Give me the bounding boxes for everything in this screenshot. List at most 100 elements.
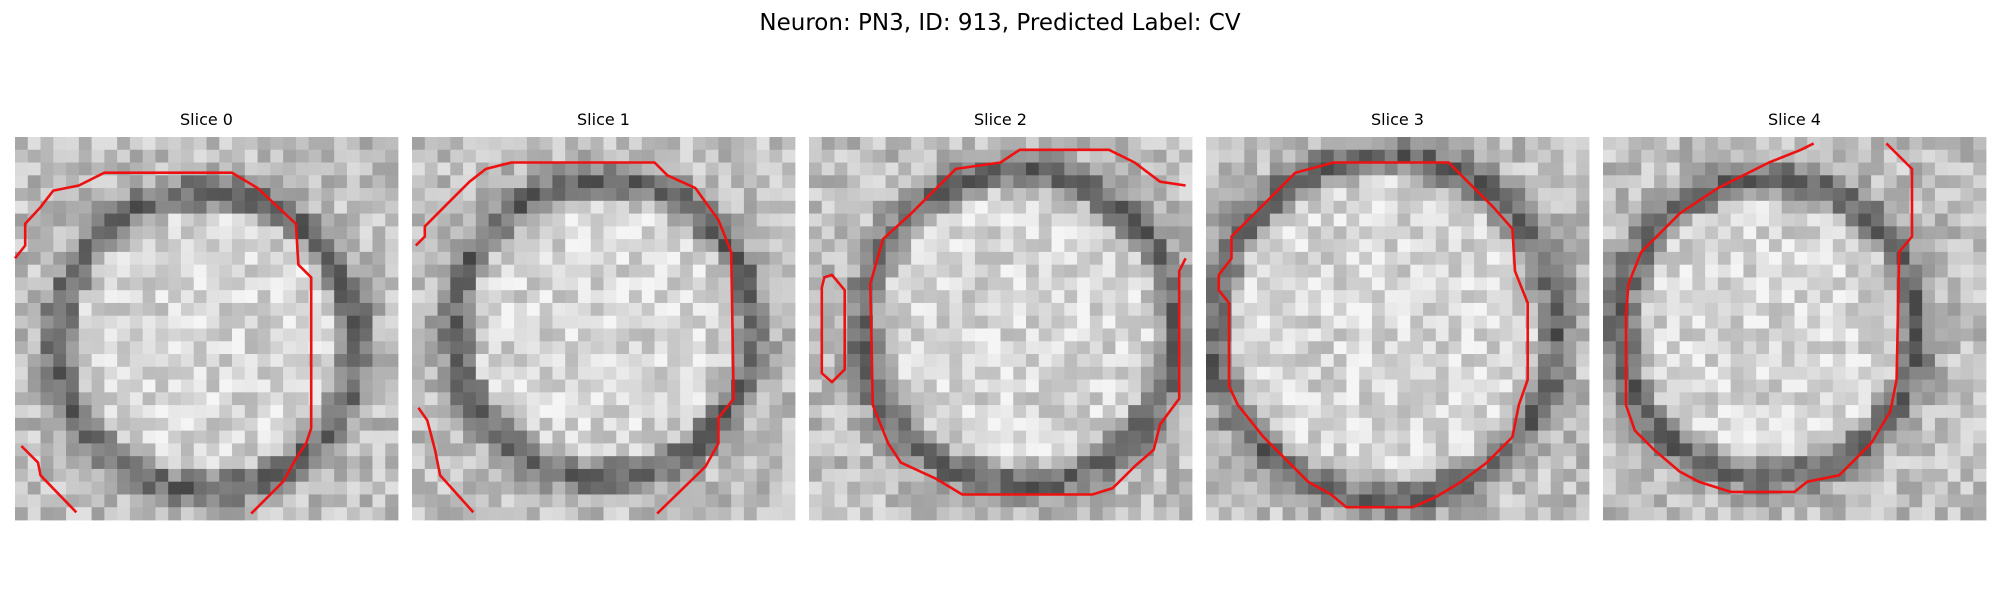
pixel xyxy=(295,175,310,189)
contour xyxy=(13,171,313,515)
pixel xyxy=(270,277,284,291)
pixel xyxy=(283,507,297,521)
pixel xyxy=(603,341,617,355)
pixel xyxy=(66,468,80,483)
pixel xyxy=(1474,251,1488,266)
pixel xyxy=(1807,366,1821,380)
pixel xyxy=(372,443,386,457)
pixel xyxy=(488,430,502,444)
pixel xyxy=(359,405,373,419)
pixel xyxy=(1128,188,1142,202)
pixel xyxy=(1128,443,1142,457)
pixel xyxy=(987,456,1001,470)
pixel xyxy=(885,302,899,317)
pixel xyxy=(1845,468,1859,483)
pixel xyxy=(1371,405,1386,419)
pixel xyxy=(782,175,796,189)
pixel xyxy=(514,239,528,253)
pixel xyxy=(78,379,92,393)
pixel xyxy=(743,226,758,240)
pixel xyxy=(1858,175,1872,189)
pixel xyxy=(1320,507,1335,521)
pixel xyxy=(1896,188,1910,202)
pixel xyxy=(488,341,502,355)
pixel xyxy=(1973,468,1987,483)
pixel xyxy=(1705,443,1719,457)
pixel xyxy=(860,175,874,189)
pixel xyxy=(1717,188,1732,202)
pixel xyxy=(1705,162,1719,176)
pixel xyxy=(117,443,131,457)
pixel xyxy=(308,456,322,470)
pixel xyxy=(475,443,489,457)
pixel xyxy=(91,226,105,240)
pixel xyxy=(488,443,502,457)
pixel xyxy=(1858,315,1872,329)
pixel xyxy=(1922,315,1936,329)
pixel xyxy=(412,251,426,266)
pixel xyxy=(1550,290,1564,304)
pixel xyxy=(718,392,732,406)
pixel xyxy=(1576,392,1590,406)
pixel xyxy=(962,328,976,342)
pixel xyxy=(1333,481,1347,495)
pixel xyxy=(1705,226,1719,240)
pixel xyxy=(1807,149,1821,163)
pixel xyxy=(283,264,297,278)
pixel xyxy=(424,341,438,355)
pixel xyxy=(1615,264,1629,278)
pixel xyxy=(1269,149,1283,163)
pixel xyxy=(104,213,118,227)
pixel xyxy=(40,302,54,317)
pixel xyxy=(1525,213,1539,227)
pixel xyxy=(1486,354,1501,368)
pixel xyxy=(769,239,783,253)
pixel xyxy=(1461,251,1475,266)
pixel xyxy=(1871,149,1885,163)
pixel xyxy=(488,290,502,304)
pixel xyxy=(1474,354,1488,368)
pixel xyxy=(629,213,643,227)
pixel xyxy=(641,456,655,470)
pixel xyxy=(1435,162,1449,176)
pixel xyxy=(962,494,976,508)
pixel xyxy=(629,430,643,444)
pixel xyxy=(1397,456,1411,470)
pixel xyxy=(1756,149,1770,163)
pixel xyxy=(1064,341,1078,355)
pixel xyxy=(142,507,156,521)
pixel xyxy=(66,481,80,495)
pixel xyxy=(1038,328,1052,342)
pixel xyxy=(1768,430,1783,444)
pixel xyxy=(1257,456,1271,470)
pixel xyxy=(1102,456,1116,470)
pixel xyxy=(1384,264,1398,278)
pixel xyxy=(1705,315,1719,329)
pixel xyxy=(616,277,630,291)
pixel xyxy=(1628,354,1642,368)
pixel xyxy=(1244,226,1258,240)
pixel xyxy=(359,494,373,508)
pixel xyxy=(692,354,707,368)
pixel xyxy=(1257,302,1271,317)
pixel xyxy=(692,456,707,470)
pixel xyxy=(1474,430,1488,444)
pixel xyxy=(1486,468,1501,483)
pixel xyxy=(641,264,655,278)
pixel xyxy=(1231,226,1245,240)
pixel xyxy=(155,507,169,521)
pixel xyxy=(552,366,566,380)
pixel xyxy=(142,417,156,432)
pixel xyxy=(437,468,451,483)
pixel xyxy=(1654,162,1668,176)
pixel xyxy=(1038,379,1052,393)
pixel xyxy=(1628,149,1642,163)
pixel xyxy=(1013,405,1027,419)
pixel xyxy=(885,175,899,189)
pixel xyxy=(180,341,195,355)
pixel xyxy=(1000,354,1014,368)
pixel xyxy=(424,175,438,189)
pixel xyxy=(1654,341,1668,355)
pixel xyxy=(1089,149,1104,163)
pixel xyxy=(1871,468,1885,483)
